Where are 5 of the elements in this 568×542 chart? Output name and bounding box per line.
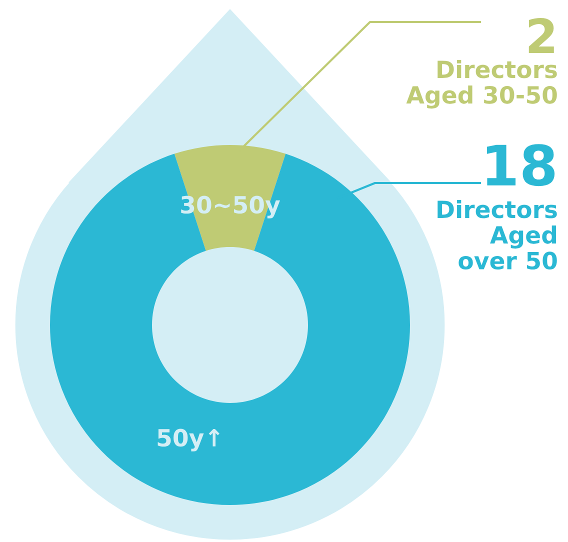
text: Directors Aged 30-50	[406, 60, 557, 109]
data-label: 2	[528, 18, 554, 54]
data-label: 18	[486, 144, 555, 186]
slice-label: 50y↑	[158, 428, 220, 452]
text: Directors Aged over 50	[438, 200, 557, 270]
